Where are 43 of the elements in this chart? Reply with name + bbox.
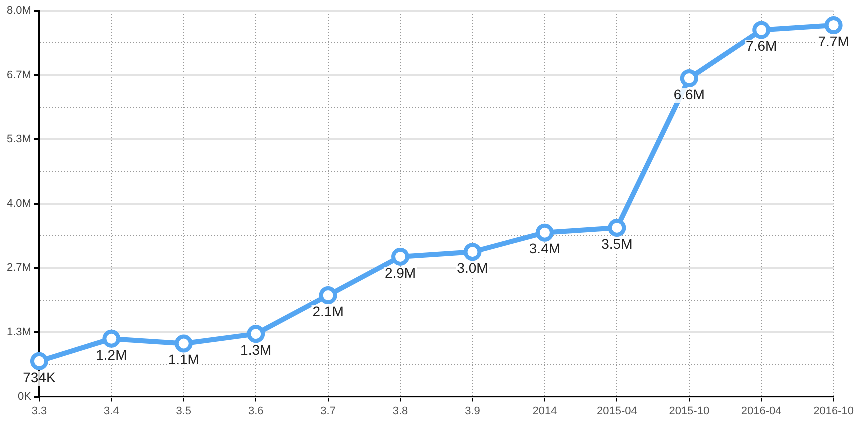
- data-label: 7.6M: [746, 38, 778, 54]
- x-tick-label: 2016-10: [814, 405, 854, 418]
- point: [752, 21, 771, 40]
- y-tick-label: 8.0M: [6, 5, 32, 18]
- y-tick-label: 2.7M: [6, 262, 32, 274]
- data-label: 1.1M: [168, 352, 200, 368]
- point: [392, 248, 410, 266]
- y-tick-label: 6.7M: [6, 69, 32, 82]
- data-label: 2.9M: [384, 264, 416, 281]
- point: [536, 224, 554, 242]
- point: [824, 16, 843, 34]
- point: [680, 70, 698, 88]
- point: [174, 334, 193, 353]
- x-tick-label: 2015-10: [669, 405, 710, 418]
- x-tick-label: 3.9: [465, 405, 480, 418]
- y-tick-label: 1.3M: [6, 326, 32, 339]
- x-tick-label: 3.3: [32, 405, 48, 418]
- point: [319, 286, 338, 305]
- data-label: 3.5M: [602, 236, 633, 252]
- x-tick-label: 2016-04: [741, 405, 782, 418]
- x-tick-label: 3.5: [176, 405, 192, 418]
- x-tick-label: 2015-04: [596, 405, 638, 418]
- data-label: 6.6M: [674, 86, 705, 102]
- y-tick-label: 5.3M: [6, 134, 32, 146]
- data-label: 3.4M: [529, 240, 561, 257]
- x-tick-label: 2014: [532, 405, 558, 418]
- x-tick-label: 3.4: [104, 405, 120, 418]
- data-label: 734K: [23, 369, 56, 386]
- y-tick-label: 4.0M: [6, 198, 32, 210]
- data-label: 7.7M: [818, 33, 850, 50]
- point: [608, 219, 626, 238]
- data-label: 2.1M: [312, 303, 344, 320]
- point: [464, 243, 482, 262]
- point: [102, 330, 121, 348]
- y-tick-label: 0K: [18, 390, 32, 403]
- x-tick-label: 3.7: [320, 405, 336, 418]
- x-tick-label: 3.8: [392, 405, 408, 418]
- x-tick-label: 3.6: [248, 405, 264, 418]
- data-label: 1.2M: [96, 346, 128, 363]
- point: [30, 352, 48, 370]
- data-label: 1.3M: [240, 342, 272, 358]
- point: [247, 325, 266, 344]
- data-label: 3.0M: [457, 260, 488, 276]
